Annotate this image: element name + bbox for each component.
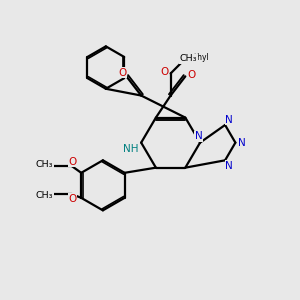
Text: O: O <box>68 194 77 204</box>
Text: CH₃: CH₃ <box>179 54 197 63</box>
Text: O: O <box>160 67 168 77</box>
Text: O: O <box>187 70 195 80</box>
Text: methyl: methyl <box>182 53 209 62</box>
Text: N: N <box>225 115 233 125</box>
Text: N: N <box>195 131 203 141</box>
Text: CH₃: CH₃ <box>36 191 53 200</box>
Text: NH: NH <box>123 144 139 154</box>
Text: CH₃: CH₃ <box>36 160 53 169</box>
Text: N: N <box>225 160 233 171</box>
Text: N: N <box>238 138 246 148</box>
Text: O: O <box>68 157 77 167</box>
Text: O: O <box>118 68 126 78</box>
